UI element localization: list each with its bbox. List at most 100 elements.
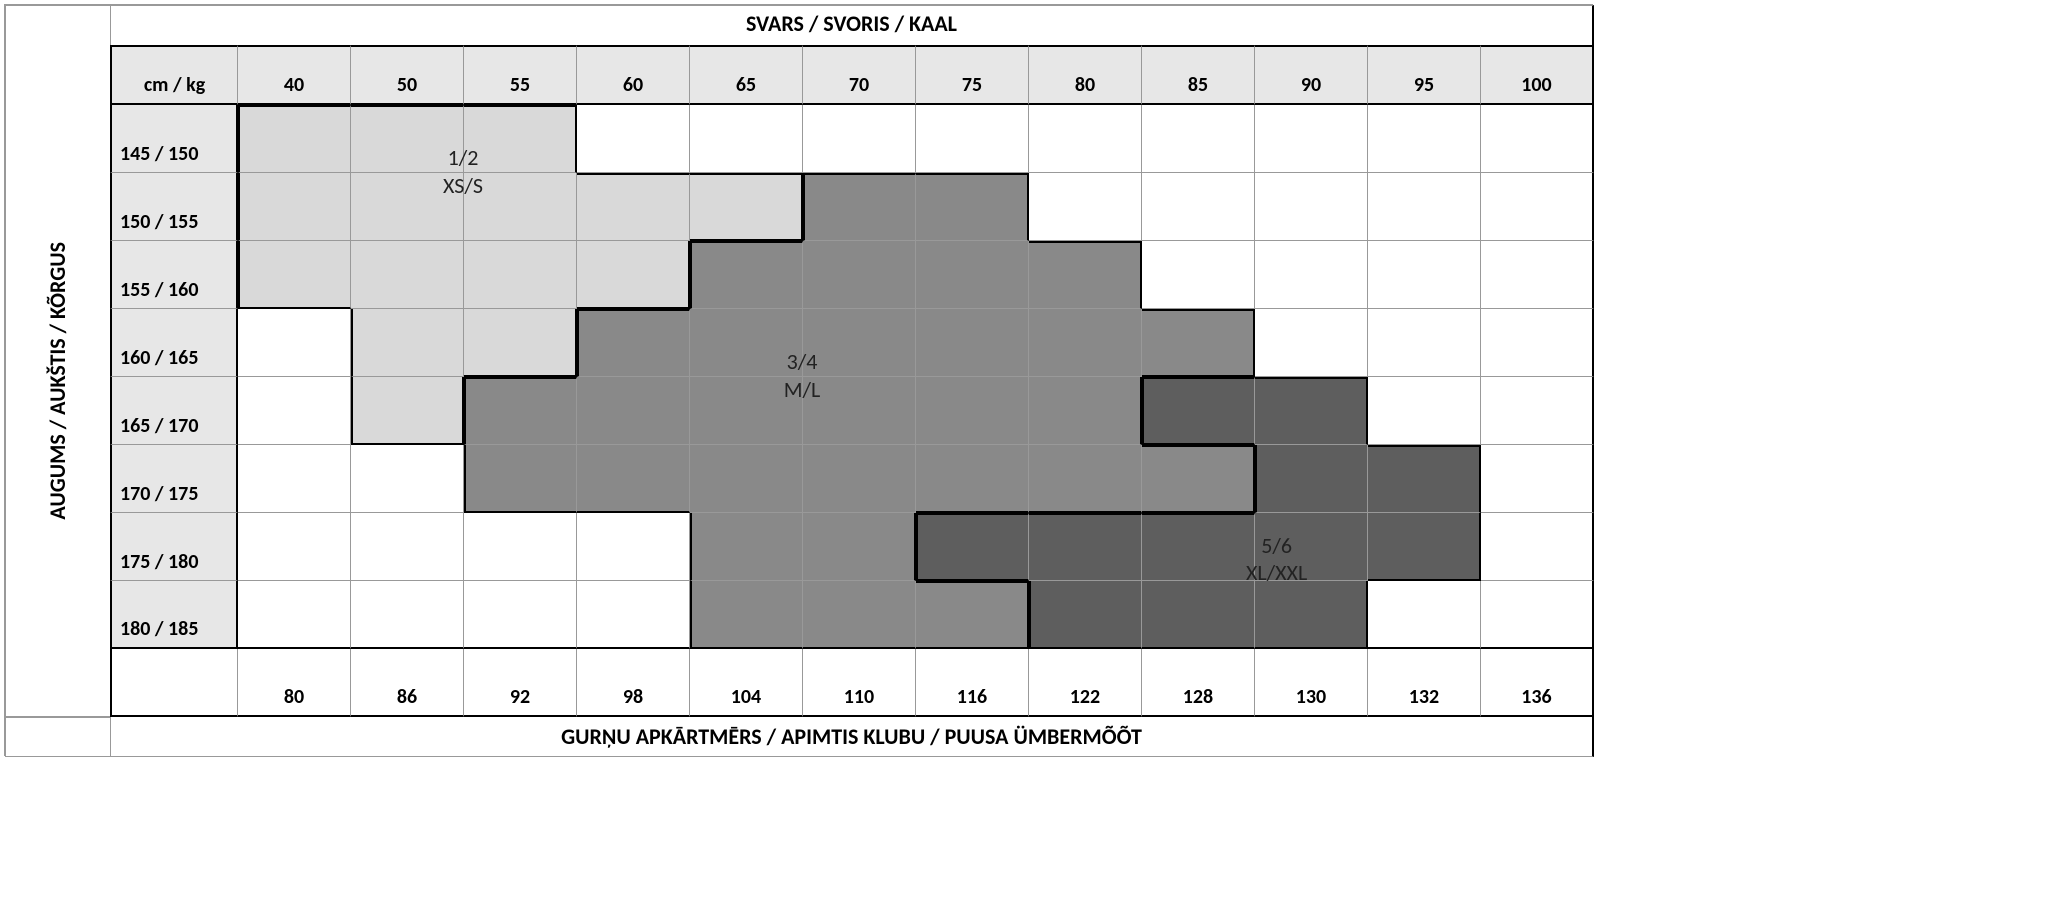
cell bbox=[1481, 105, 1594, 173]
corner-blank bbox=[5, 5, 110, 45]
cell bbox=[1029, 581, 1142, 649]
bottom-title: GURŅU APKĀRTMĒRS / APIMTIS KLUBU / PUUSA… bbox=[110, 717, 1594, 757]
cell bbox=[1368, 309, 1481, 377]
hip-footer: 130 bbox=[1255, 649, 1368, 717]
cell bbox=[1368, 513, 1481, 581]
cell bbox=[351, 105, 464, 173]
cell bbox=[1481, 309, 1594, 377]
hip-footer: 128 bbox=[1142, 649, 1255, 717]
cell bbox=[464, 445, 577, 513]
corner-label: cm / kg bbox=[110, 45, 238, 105]
cell bbox=[803, 581, 916, 649]
cell bbox=[1142, 377, 1255, 445]
hip-footer: 92 bbox=[464, 649, 577, 717]
cell bbox=[1481, 377, 1594, 445]
hip-footer: 116 bbox=[916, 649, 1029, 717]
cell bbox=[351, 581, 464, 649]
cell bbox=[690, 445, 803, 513]
cell bbox=[238, 309, 351, 377]
cell bbox=[1481, 241, 1594, 309]
weight-header: 85 bbox=[1142, 45, 1255, 105]
hip-footer: 132 bbox=[1368, 649, 1481, 717]
cell bbox=[351, 445, 464, 513]
cell bbox=[1142, 241, 1255, 309]
cell bbox=[577, 377, 690, 445]
cell bbox=[464, 377, 577, 445]
cell bbox=[1255, 309, 1368, 377]
cell bbox=[803, 241, 916, 309]
cell bbox=[690, 105, 803, 173]
cell bbox=[1481, 513, 1594, 581]
cell bbox=[1368, 581, 1481, 649]
cell bbox=[1255, 241, 1368, 309]
top-title: SVARS / SVORIS / KAAL bbox=[110, 5, 1594, 45]
grid: SVARS / SVORIS / KAAL AUGUMS / AUKŠTIS / … bbox=[4, 4, 1593, 756]
cell bbox=[916, 377, 1029, 445]
weight-header: 75 bbox=[916, 45, 1029, 105]
cell bbox=[1255, 581, 1368, 649]
hip-footer: 110 bbox=[803, 649, 916, 717]
cell bbox=[916, 581, 1029, 649]
cell bbox=[916, 513, 1029, 581]
cell bbox=[1255, 105, 1368, 173]
cell bbox=[1255, 445, 1368, 513]
height-row-label: 145 / 150 bbox=[110, 105, 238, 173]
cell bbox=[464, 581, 577, 649]
left-title: AUGUMS / AUKŠTIS / KÕRGUS bbox=[45, 242, 70, 520]
cell bbox=[1029, 309, 1142, 377]
cell bbox=[916, 173, 1029, 241]
cell bbox=[1481, 173, 1594, 241]
cell bbox=[1255, 513, 1368, 581]
cell bbox=[577, 173, 690, 241]
cell bbox=[577, 309, 690, 377]
cell bbox=[1255, 173, 1368, 241]
hip-footer: 86 bbox=[351, 649, 464, 717]
cell bbox=[803, 309, 916, 377]
cell bbox=[238, 241, 351, 309]
cell bbox=[803, 105, 916, 173]
cell bbox=[1368, 377, 1481, 445]
cell bbox=[1255, 377, 1368, 445]
height-row-label: 160 / 165 bbox=[110, 309, 238, 377]
cell bbox=[351, 513, 464, 581]
weight-header: 80 bbox=[1029, 45, 1142, 105]
cell bbox=[916, 241, 1029, 309]
cell bbox=[690, 309, 803, 377]
cell bbox=[1481, 445, 1594, 513]
cell bbox=[351, 241, 464, 309]
cell bbox=[1142, 445, 1255, 513]
cell bbox=[1368, 173, 1481, 241]
corner-blank-bottom bbox=[5, 717, 110, 757]
cell bbox=[1368, 241, 1481, 309]
cell bbox=[690, 173, 803, 241]
cell bbox=[238, 513, 351, 581]
cell bbox=[1029, 445, 1142, 513]
weight-header: 90 bbox=[1255, 45, 1368, 105]
cell bbox=[577, 445, 690, 513]
height-row-label: 165 / 170 bbox=[110, 377, 238, 445]
left-title-wrap: AUGUMS / AUKŠTIS / KÕRGUS bbox=[5, 45, 110, 717]
hip-footer: 122 bbox=[1029, 649, 1142, 717]
cell bbox=[803, 513, 916, 581]
cell bbox=[464, 105, 577, 173]
cell bbox=[1029, 377, 1142, 445]
hip-footer: 98 bbox=[577, 649, 690, 717]
cell bbox=[351, 309, 464, 377]
weight-header: 50 bbox=[351, 45, 464, 105]
height-row-label: 155 / 160 bbox=[110, 241, 238, 309]
weight-header: 65 bbox=[690, 45, 803, 105]
size-chart: SVARS / SVORIS / KAAL AUGUMS / AUKŠTIS / … bbox=[4, 4, 2044, 756]
cell bbox=[238, 445, 351, 513]
height-row-label: 170 / 175 bbox=[110, 445, 238, 513]
cell bbox=[464, 309, 577, 377]
cell bbox=[1368, 105, 1481, 173]
height-row-label: 150 / 155 bbox=[110, 173, 238, 241]
weight-header: 55 bbox=[464, 45, 577, 105]
weight-header: 95 bbox=[1368, 45, 1481, 105]
cell bbox=[1142, 105, 1255, 173]
cell bbox=[1142, 309, 1255, 377]
weight-header: 40 bbox=[238, 45, 351, 105]
cell bbox=[238, 581, 351, 649]
cell bbox=[916, 445, 1029, 513]
cell bbox=[690, 241, 803, 309]
